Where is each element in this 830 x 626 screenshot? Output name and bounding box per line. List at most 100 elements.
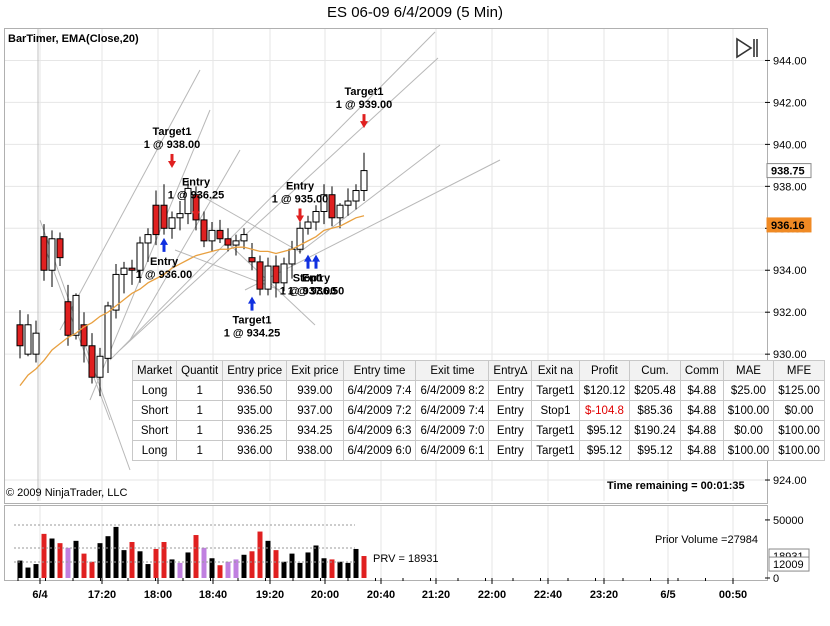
time-tick-label: 21:20 — [422, 589, 450, 601]
candle-body — [320, 194, 328, 213]
volume-bar — [345, 562, 351, 578]
candle-body — [56, 238, 64, 259]
table-header-cell[interactable]: Entry price — [222, 360, 288, 381]
prior-volume-label: Prior Volume =27984 — [655, 534, 759, 546]
down-arrow-stem — [298, 208, 302, 217]
price-tick-label: 942.00 — [773, 97, 807, 109]
volume-bar — [145, 564, 151, 578]
volume-bar — [257, 531, 263, 578]
volume-bar — [177, 562, 183, 578]
table-cell: $100.00 — [773, 420, 825, 441]
table-row[interactable]: Long 1 936.50 939.00 6/4/2009 7:4 6/4/2009 8:… — [131, 380, 825, 401]
time-tick-label: 19:20 — [256, 589, 284, 601]
table-cell: 6/4/2009 8:2 — [415, 380, 490, 401]
table-cell: $205.48 — [629, 380, 681, 401]
volume-bar — [273, 550, 279, 578]
price-tick-label: 930.00 — [773, 349, 807, 361]
candle-body — [272, 265, 280, 284]
table-header-cell[interactable]: Quantit — [176, 360, 224, 381]
volume-bar — [329, 559, 335, 578]
table-cell: 934.25 — [286, 420, 344, 441]
up-arrow-icon — [160, 237, 168, 245]
down-arrow-icon — [296, 215, 304, 223]
candle-body — [360, 170, 368, 192]
volume-bar — [241, 554, 247, 578]
table-cell: 6/4/2009 7:2 — [342, 400, 417, 421]
table-cell: $25.00 — [722, 380, 775, 401]
volume-bar — [49, 538, 55, 578]
time-tick-label: 18:00 — [144, 589, 172, 601]
candle-body — [88, 345, 96, 378]
candle-body — [136, 242, 144, 271]
table-row[interactable]: Short 1 935.00 937.00 6/4/2009 7:2 6/4/2009 7… — [131, 400, 825, 421]
volume-bar — [137, 551, 143, 578]
price-tick-label: 944.00 — [773, 55, 807, 67]
up-arrow-stem — [250, 302, 254, 311]
volume-bar — [233, 559, 239, 578]
volume-bar — [17, 560, 23, 578]
table-cell: Entry — [488, 400, 533, 421]
candle-body — [280, 263, 288, 284]
table-header-cell[interactable]: Market — [131, 360, 178, 381]
down-arrow-icon — [168, 160, 176, 168]
time-tick-label: 00:50 — [719, 589, 747, 601]
table-row[interactable]: Short 1 936.25 934.25 6/4/2009 6:3 6/4/2009 7… — [131, 420, 825, 441]
play-icon[interactable] — [735, 36, 759, 60]
table-cell: 1 — [176, 400, 224, 421]
volume-tick-label: 50000 — [773, 515, 804, 527]
price-tick-label: 938.00 — [773, 181, 807, 193]
candle-body — [264, 265, 272, 290]
candle-body — [112, 273, 120, 311]
volume-bar — [321, 558, 327, 578]
candle-body — [152, 204, 160, 236]
table-header-cell[interactable]: Profit — [578, 360, 631, 381]
candle-body — [288, 248, 296, 265]
time-tick-label: 20:00 — [311, 589, 339, 601]
table-row[interactable]: Long 1 936.00 938.00 6/4/2009 6:0 6/4/2009 6:… — [131, 440, 825, 461]
volume-layer — [14, 524, 367, 578]
table-cell: $95.12 — [578, 440, 631, 461]
volume-bar — [225, 561, 231, 578]
time-tick-label: 6/5 — [660, 589, 675, 601]
down-arrow-stem — [362, 114, 366, 123]
price-badge-label: 936.16 — [771, 220, 805, 232]
annotation-sub: 1 @ 936.50 — [288, 286, 345, 298]
candle-body — [216, 229, 224, 240]
table-header-row: Market Quantit Entry price Exit price Entry … — [131, 360, 825, 381]
candle-body — [48, 238, 56, 271]
candle-body — [32, 332, 40, 355]
annotation-label: Entry — [302, 273, 331, 285]
table-cell: $4.88 — [679, 400, 724, 421]
table-cell: 936.00 — [222, 440, 288, 461]
axis-layer: 944.00942.00940.00938.00936.00934.00932.… — [17, 55, 812, 601]
table-cell: 938.00 — [286, 440, 344, 461]
candle-body — [160, 204, 168, 229]
candle-body — [176, 213, 184, 219]
table-header-cell[interactable]: Exit price — [286, 360, 344, 381]
volume-bar — [361, 556, 367, 578]
table-header-cell[interactable]: Entry time — [342, 360, 417, 381]
trend-line — [299, 144, 441, 253]
candle-body — [232, 240, 240, 246]
table-header-cell[interactable]: MFE — [773, 360, 825, 381]
volume-bar — [249, 551, 255, 578]
table-cell: $100.00 — [722, 440, 775, 461]
table-cell: 6/4/2009 6:1 — [415, 440, 490, 461]
copyright: © 2009 NinjaTrader, LLC — [6, 487, 128, 499]
annotation-sub: 1 @ 936.00 — [136, 269, 193, 281]
table-header-cell[interactable]: Exit time — [415, 360, 490, 381]
volume-bar — [265, 540, 271, 578]
table-cell: 936.50 — [222, 380, 288, 401]
volume-bar — [353, 548, 359, 578]
table-cell: Target1 — [531, 440, 580, 461]
candle-body — [208, 229, 216, 242]
trend-line — [59, 69, 201, 331]
table-header-cell[interactable]: MAE — [722, 360, 775, 381]
table-header-cell[interactable]: Comm — [679, 360, 724, 381]
table-cell: Long — [131, 440, 178, 461]
table-header-cell[interactable]: Entry∆ — [488, 360, 533, 381]
table-header-cell[interactable]: Exit na — [531, 360, 580, 381]
table-header-cell[interactable]: Cum. — [629, 360, 681, 381]
annotation-label: Target1 — [345, 86, 384, 98]
table-cell: $0.00 — [722, 420, 775, 441]
